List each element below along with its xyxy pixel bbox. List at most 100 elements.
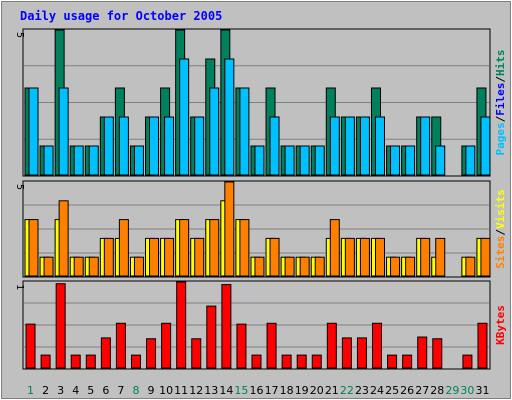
pages-bar <box>164 116 175 176</box>
kbytes-bar <box>372 322 383 369</box>
kbytes-bar <box>296 354 307 369</box>
pages-bar <box>420 116 431 176</box>
sites-bar <box>73 256 84 277</box>
kbytes-bar <box>341 337 352 369</box>
sites-bar <box>133 256 144 277</box>
sites-bar <box>405 256 416 277</box>
pages-bar <box>209 87 220 176</box>
x-tick-label: 24 <box>370 384 384 397</box>
kbytes-bar <box>25 323 36 369</box>
kbytes-bar <box>115 322 126 369</box>
x-tick-label: 21 <box>325 384 339 397</box>
kbytes-bar <box>236 323 247 369</box>
x-tick-label: 13 <box>204 384 218 397</box>
pages-bar <box>88 145 99 176</box>
kbytes-bar <box>266 322 277 369</box>
sites-bar <box>28 219 39 277</box>
kbytes-bar <box>221 284 232 369</box>
sites-bar <box>118 219 129 277</box>
pages-bar <box>103 116 114 176</box>
y-axis-label-part: Sites <box>494 236 507 269</box>
sites-bar <box>269 237 280 277</box>
kbytes-bar <box>161 322 172 369</box>
panel-3: 1 KBytes <box>14 280 507 370</box>
sites-bar <box>480 237 491 277</box>
x-axis-labels: 1 2 3 4 5 6 7 8 9 10 11 12 13 14 15 16 17 18 19 20 21 22 23 24 2… <box>27 384 489 397</box>
pages-bar <box>73 145 84 176</box>
sites-bar <box>254 256 265 277</box>
kbytes-bar <box>146 338 157 369</box>
pages-bar <box>390 145 401 176</box>
kbytes-bar <box>326 322 337 369</box>
sites-bar <box>179 219 190 277</box>
pages-bar <box>239 87 250 176</box>
pages-bar <box>435 145 446 176</box>
sites-bar <box>88 256 99 277</box>
x-tick-label: 16 <box>250 384 264 397</box>
x-tick-label: 4 <box>72 384 79 397</box>
x-tick-label: 30 <box>460 384 474 397</box>
x-tick-label: 29 <box>445 384 459 397</box>
x-tick-label: 23 <box>355 384 369 397</box>
x-tick-label: 3 <box>57 384 64 397</box>
sites-bar <box>194 237 205 277</box>
pages-bar <box>284 145 295 176</box>
pages-bar <box>194 116 205 176</box>
pages-bar <box>359 116 370 176</box>
pages-bar <box>149 116 160 176</box>
sites-bar <box>314 256 325 277</box>
kbytes-bar <box>432 338 443 369</box>
sites-bar <box>103 237 114 277</box>
pages-bar <box>465 145 476 176</box>
x-tick-label: 10 <box>159 384 173 397</box>
sites-bar <box>329 219 340 277</box>
x-tick-label: 12 <box>189 384 203 397</box>
pages-bar <box>374 116 385 176</box>
x-tick-label: 15 <box>234 384 248 397</box>
x-tick-label: 31 <box>475 384 489 397</box>
sites-bar <box>164 237 175 277</box>
sites-bar <box>209 219 220 277</box>
y-axis-label-part: Files <box>494 83 507 116</box>
x-tick-label: 2 <box>42 384 49 397</box>
sites-bar <box>420 237 431 277</box>
sites-bar <box>149 237 160 277</box>
sites-bar <box>344 237 355 277</box>
x-tick-label: 27 <box>415 384 429 397</box>
kbytes-bar <box>356 337 367 369</box>
pages-bar <box>43 145 54 176</box>
x-tick-label: 18 <box>280 384 294 397</box>
x-tick-label: 6 <box>102 384 109 397</box>
x-tick-label: 7 <box>117 384 124 397</box>
kbytes-bar <box>402 354 413 369</box>
pages-bar <box>118 116 129 176</box>
pages-bar <box>329 116 340 176</box>
y-axis-label-part: / <box>494 115 507 122</box>
y-axis-label: KBytes <box>494 305 507 345</box>
kbytes-bar <box>130 354 141 369</box>
kbytes-bar <box>206 305 217 369</box>
x-tick-label: 19 <box>295 384 309 397</box>
x-tick-label: 8 <box>132 384 139 397</box>
kbytes-bar <box>191 338 202 369</box>
y-axis-label-part: Hits <box>494 50 507 77</box>
x-tick-label: 20 <box>310 384 324 397</box>
pages-bar <box>314 145 325 176</box>
x-tick-label: 26 <box>400 384 414 397</box>
x-tick-label: 28 <box>430 384 444 397</box>
y-axis-label-part: / <box>494 229 507 236</box>
sites-bar <box>359 237 370 277</box>
sites-bar <box>58 200 69 277</box>
kbytes-bar <box>477 322 488 369</box>
kbytes-bar <box>85 354 96 369</box>
x-tick-label: 1 <box>27 384 34 397</box>
y-axis-label-part: / <box>494 76 507 83</box>
sites-bar <box>43 256 54 277</box>
kbytes-bar <box>55 283 66 369</box>
kbytes-bar <box>311 354 322 369</box>
pages-bar <box>299 145 310 176</box>
